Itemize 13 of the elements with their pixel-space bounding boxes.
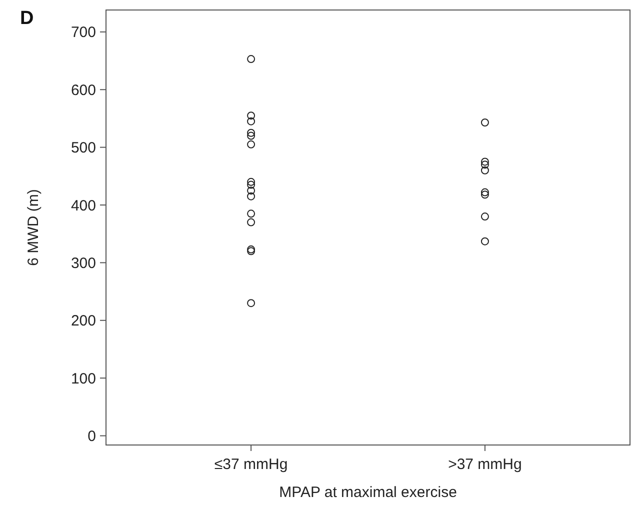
y-tick-label: 500 — [70, 140, 96, 157]
x-axis-title: MPAP at maximal exercise — [279, 484, 457, 501]
y-tick-label: 700 — [70, 24, 96, 42]
y-axis-title: 6 MWD (m) — [25, 189, 42, 266]
y-tick-label: 200 — [70, 312, 96, 330]
y-tick-label: 600 — [70, 82, 96, 99]
x-tick-label: ≤37 mmHg — [214, 456, 288, 473]
text: D — [20, 8, 34, 29]
x-tick-label: >37 mmHg — [448, 456, 522, 473]
y-tick-label: 400 — [70, 197, 96, 214]
y-tick-label: 0 — [88, 428, 96, 446]
y-tick-label: 100 — [70, 370, 96, 388]
y-tick-label: 300 — [70, 254, 96, 272]
